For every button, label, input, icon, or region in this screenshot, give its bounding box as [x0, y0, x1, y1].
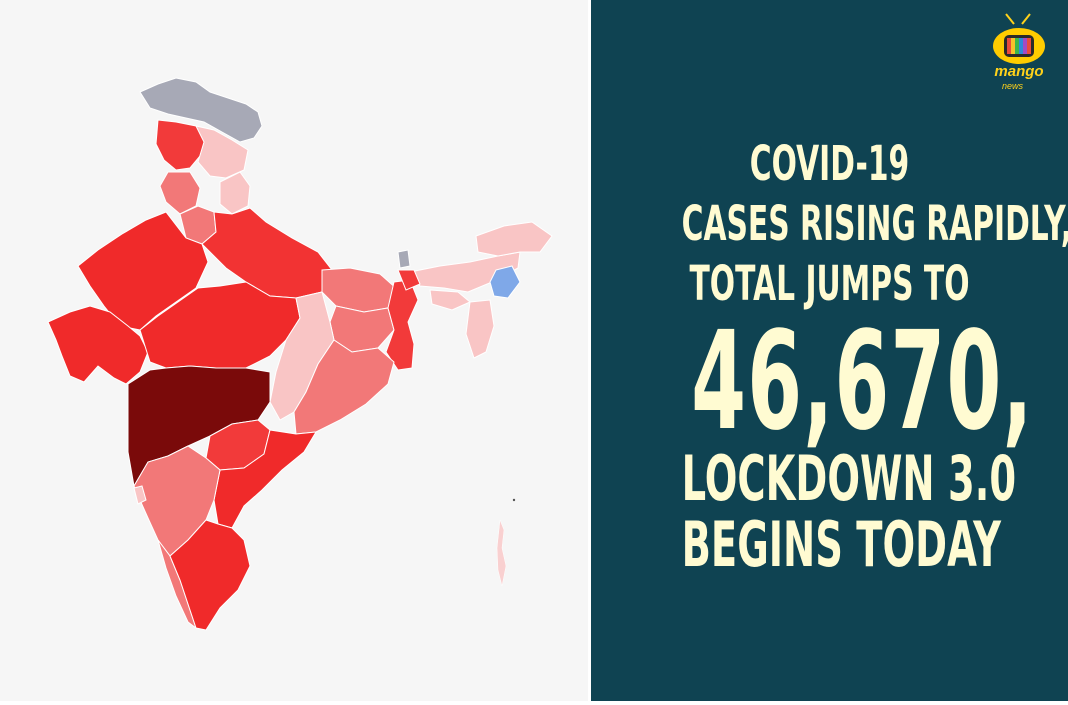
- map-region-uttarakhand: [219, 171, 251, 215]
- headline-line-2: CASES RISING RAPIDLY,: [681, 196, 1068, 252]
- map-region-tamil-nadu: [169, 519, 251, 631]
- map-region-odisha: [293, 339, 395, 435]
- map-region-nagaland-manipur: [489, 265, 521, 299]
- map-region-karnataka: [133, 445, 221, 557]
- map-region-andhra-pradesh: [213, 429, 317, 529]
- headline-line-1: COVID-19: [749, 136, 910, 192]
- panel-divider: [588, 0, 591, 701]
- map-region-ladakh: [139, 77, 263, 143]
- india-map: [47, 77, 553, 631]
- map-region-tripura: [397, 269, 421, 291]
- map-region-jammu-kashmir: [155, 119, 207, 171]
- tv-icon: [993, 13, 1045, 64]
- map-region-west-bengal: [385, 279, 419, 371]
- map-region-mizoram: [465, 299, 495, 359]
- headline: COVID-19 CASES RISING RAPIDLY, TOTAL JUM…: [591, 140, 1068, 576]
- map-region-sikkim: [397, 249, 411, 269]
- mango-news-logo: mango news: [984, 12, 1054, 96]
- headline-panel: mango news COVID-19 CASES RISING RAPIDLY…: [591, 0, 1068, 701]
- map-region-andaman: [496, 519, 507, 587]
- map-region-meghalaya: [429, 289, 471, 311]
- headline-line-6: BEGINS TODAY: [681, 508, 1001, 581]
- map-dot-islands: [512, 498, 516, 502]
- headline-line-3: TOTAL JUMPS TO: [689, 256, 970, 312]
- logo-brand: mango: [994, 63, 1044, 80]
- headline-figure: 46,670,: [691, 303, 1034, 461]
- map-region-goa: [133, 485, 147, 505]
- india-map-panel: [47, 77, 553, 631]
- map-region-uttar-pradesh: [201, 207, 333, 299]
- map-region-gujarat: [47, 305, 149, 385]
- map-region-bihar: [321, 267, 399, 313]
- logo-sub: news: [1002, 81, 1024, 91]
- map-region-arunachal: [475, 221, 553, 257]
- map-region-rajasthan: [77, 211, 209, 331]
- map-region-assam: [409, 251, 521, 293]
- headline-line-5: LOCKDOWN 3.0: [681, 442, 1017, 515]
